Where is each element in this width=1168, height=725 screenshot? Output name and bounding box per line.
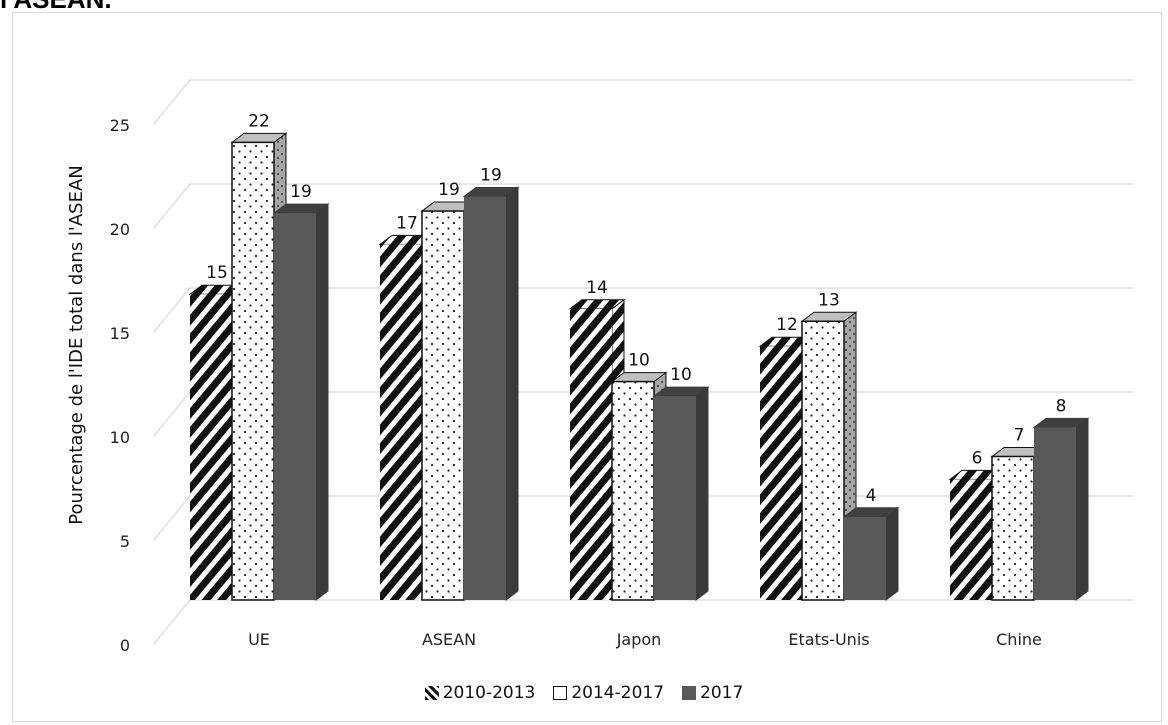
- data-label: 4: [866, 486, 877, 506]
- legend-item-2017: 2017: [682, 683, 743, 703]
- bar-side: [1075, 417, 1089, 601]
- data-label: 6: [972, 448, 983, 468]
- bar: [421, 210, 465, 601]
- x-tick-label: Etats-Unis: [788, 630, 869, 649]
- gridline: [152, 183, 1134, 230]
- legend-label-2010-2013: 2010-2013: [442, 683, 536, 703]
- bar-side: [885, 506, 899, 601]
- x-tick-label: Japon: [616, 630, 662, 649]
- legend-swatch-stripes: [424, 686, 439, 700]
- bar: [844, 516, 886, 600]
- y-axis-label: Pourcentage de l'IDE total dans l'ASEAN: [66, 165, 87, 524]
- data-label: 13: [818, 290, 840, 310]
- bar: [801, 320, 845, 601]
- page-heading: l'ASEAN.: [0, 0, 112, 12]
- data-label: 10: [670, 365, 692, 385]
- data-label: 12: [776, 315, 798, 335]
- bar: [760, 346, 802, 600]
- data-label: 19: [480, 165, 502, 185]
- data-label: 14: [586, 278, 608, 298]
- legend-item-2010-2013: 2010-2013: [424, 683, 536, 703]
- bar: [654, 396, 696, 600]
- x-tick-label: ASEAN: [422, 630, 476, 649]
- bar: [950, 479, 992, 600]
- y-tick-label: 25: [110, 116, 130, 135]
- legend: 2010-2013 2014-2017 2017: [0, 683, 1168, 703]
- bar-side: [505, 186, 519, 601]
- bar: [611, 380, 655, 601]
- data-label: 22: [248, 111, 270, 131]
- y-tick-label: 20: [110, 220, 130, 239]
- gridline: [152, 287, 1134, 334]
- y-tick-label: 5: [120, 532, 130, 551]
- bar: [464, 196, 506, 601]
- legend-swatch-solid: [682, 686, 697, 700]
- x-tick-label: UE: [248, 630, 270, 649]
- bar: [991, 455, 1035, 601]
- y-tick-label: 15: [110, 324, 130, 343]
- data-label: 19: [438, 180, 460, 200]
- x-tick-label: Chine: [996, 630, 1042, 649]
- legend-swatch-dots: [553, 686, 568, 700]
- legend-label-2017: 2017: [700, 683, 744, 703]
- gridline: [152, 79, 1134, 126]
- legend-label-2014-2017: 2014-2017: [571, 683, 665, 703]
- bar: [1034, 427, 1076, 600]
- bar: [190, 294, 232, 600]
- data-label: 8: [1056, 396, 1067, 416]
- chart-frame: [12, 12, 1162, 722]
- y-tick-label: 10: [110, 428, 130, 447]
- data-label: 15: [206, 263, 228, 283]
- bar: [274, 213, 316, 600]
- bar: [570, 308, 612, 600]
- bar-side: [315, 203, 329, 601]
- bar: [231, 141, 275, 601]
- bar: [380, 244, 422, 600]
- legend-item-2014-2017: 2014-2017: [553, 683, 664, 703]
- bar-side: [695, 386, 709, 601]
- data-label: 17: [396, 213, 418, 233]
- y-tick-label: 0: [120, 636, 130, 655]
- bar-chart: 0 5 10 15 20 25 15 22 19 UE 17 19 19 ASEAN 14 10 10 Japon…: [66, 79, 1134, 655]
- data-label: 10: [628, 351, 650, 371]
- data-label: 7: [1014, 425, 1025, 445]
- data-label: 19: [290, 182, 312, 202]
